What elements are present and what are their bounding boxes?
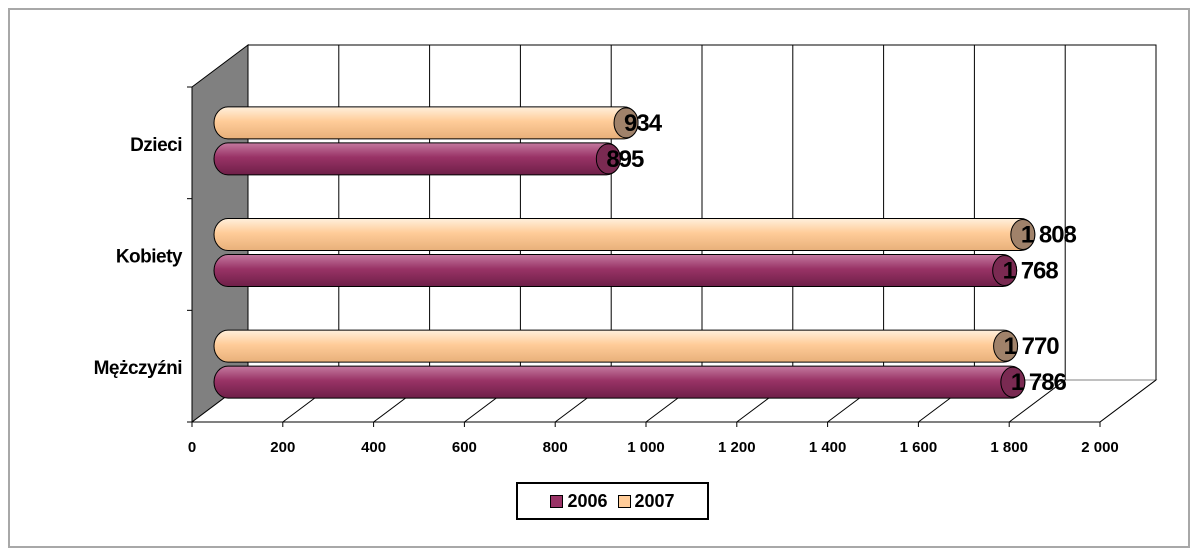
bar-cap-2007 xyxy=(1010,219,1036,250)
legend-item-2006: 2006 xyxy=(550,490,608,512)
bar-cap-2006 xyxy=(595,143,621,175)
x-tick-label: 600 xyxy=(452,439,477,456)
category-label: Dzieci xyxy=(130,135,182,156)
data-label-2006: 1 768 xyxy=(1003,258,1059,285)
plot-area: 0 200 400 600 800 1 000 1 200 1 400 1 600 1 800 2 … xyxy=(94,44,1158,456)
legend-swatch-2006 xyxy=(550,494,564,508)
bar-2006 xyxy=(213,365,1026,399)
bar-2007 xyxy=(213,106,639,140)
category-label: Kobiety xyxy=(116,247,183,268)
x-tick-label: 400 xyxy=(361,439,386,456)
bar-2007 xyxy=(213,218,1036,251)
data-label-2006: 895 xyxy=(606,146,644,173)
x-tick-label: 1 400 xyxy=(809,439,847,456)
bar-cap-2007 xyxy=(993,330,1019,362)
legend-label-2007: 2007 xyxy=(634,490,675,511)
legend-swatch-2007 xyxy=(617,494,631,508)
bar-2006 xyxy=(213,254,1018,287)
bar-2006 xyxy=(213,142,621,176)
gridline-floor xyxy=(1099,379,1157,423)
x-tick-label: 2 000 xyxy=(1081,439,1119,456)
data-label-2006: 1 786 xyxy=(1011,369,1067,396)
x-tick-label: 200 xyxy=(270,439,295,456)
x-tick-label: 1 200 xyxy=(718,439,756,456)
bar-cap-2007 xyxy=(613,107,639,139)
gridline-floor xyxy=(1008,379,1066,423)
x-tick-label: 1 000 xyxy=(627,439,665,456)
x-tick-label: 0 xyxy=(188,439,196,456)
bar-cap-2006 xyxy=(1000,366,1026,398)
legend-label-2006: 2006 xyxy=(567,490,608,511)
chart-legend: 2006 2007 xyxy=(516,482,709,520)
x-tick-label: 1 600 xyxy=(900,439,938,456)
data-label-2007: 1 770 xyxy=(1004,333,1060,360)
category-label: Mężczyźni xyxy=(94,358,182,379)
x-tick-label: 1 800 xyxy=(990,439,1028,456)
data-label-2007: 934 xyxy=(624,110,663,137)
bar-2007 xyxy=(213,329,1019,363)
legend-item-2007: 2007 xyxy=(617,490,675,512)
bar-cap-2006 xyxy=(992,255,1018,286)
data-label-2007: 1 808 xyxy=(1021,222,1077,249)
x-tick-label: 800 xyxy=(543,439,568,456)
